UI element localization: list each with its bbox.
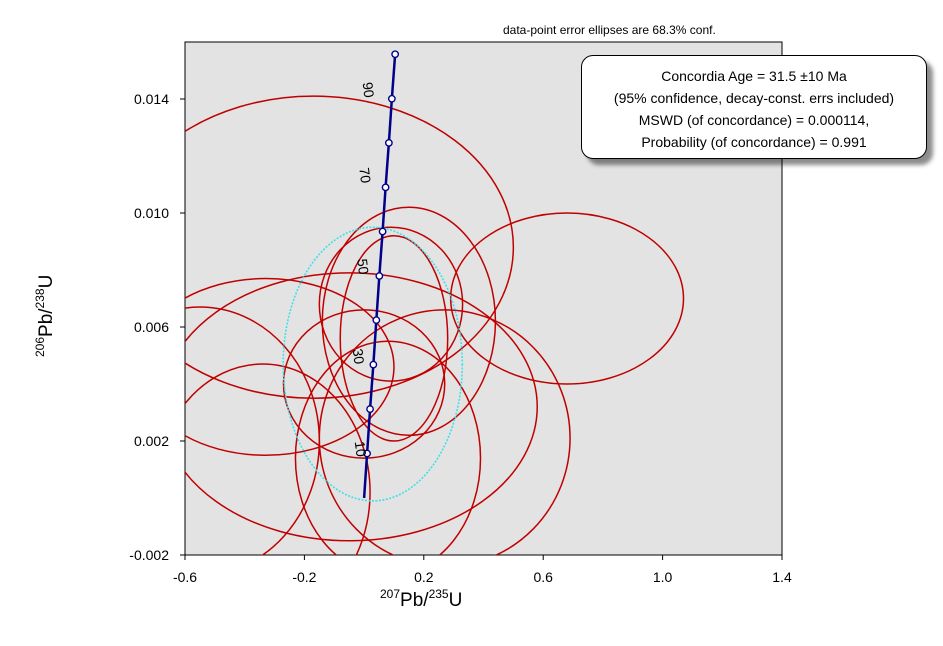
concordia-age-label: 90 xyxy=(360,81,378,99)
data-error-ellipse xyxy=(185,277,395,456)
concordia-age-marker xyxy=(381,183,390,192)
concordia-age-marker xyxy=(384,138,393,147)
concordia-age-line: Concordia Age = 31.5 ±10 Ma xyxy=(661,68,847,84)
x-tick-label: 1.0 xyxy=(653,569,673,585)
concordia-age-marker xyxy=(378,227,387,236)
ticks-layer: -0.6 -0.2 0.2 0.6 1.0 1.4 -0.002 0.002 0.006 0.01… xyxy=(129,91,792,585)
concordia-age-label: 50 xyxy=(354,258,372,276)
concordia-age-marker xyxy=(387,94,396,103)
confidence-line: (95% confidence, decay-const. errs inclu… xyxy=(613,90,895,106)
concordia-age-label: 10 xyxy=(352,440,370,458)
probability-line: Probability (of concordance) = 0.991 xyxy=(641,134,867,150)
data-error-ellipse xyxy=(339,235,449,442)
data-error-ellipse xyxy=(185,306,321,555)
data-error-ellipse xyxy=(185,272,538,542)
mswd-line: MSWD (of concordance) = 0.000114, xyxy=(638,112,870,128)
concordia-age-marker xyxy=(391,50,400,59)
concordia-age-marker xyxy=(375,272,384,280)
x-tick-label: -0.2 xyxy=(292,569,316,585)
x-axis-title: 207Pb/235U xyxy=(380,587,462,611)
x-tick-label: 0.6 xyxy=(533,569,553,585)
data-error-ellipse xyxy=(185,363,371,555)
concordia-age-marker xyxy=(372,316,381,325)
ellipses-layer xyxy=(185,95,685,555)
concordia-age-marker xyxy=(363,449,371,458)
y-tick-label: 0.014 xyxy=(134,91,169,107)
age-labels-layer: 10 30 50 70 90 xyxy=(350,81,378,458)
y-tick-label: 0.010 xyxy=(134,205,169,221)
x-tick-label: -0.6 xyxy=(173,569,197,585)
x-tick-label: 0.2 xyxy=(414,569,434,585)
error-ellipse-note: data-point error ellipses are 68.3% conf… xyxy=(503,23,716,37)
concordia-layer xyxy=(362,50,400,499)
concordia-age-ellipse xyxy=(282,226,464,502)
concordia-age-label: 30 xyxy=(350,348,368,366)
y-tick-label: 0.006 xyxy=(134,319,169,335)
concordia-age-marker xyxy=(366,405,374,413)
y-axis-title: 206Pb/238U xyxy=(33,275,57,357)
concordia-age-result-box: Concordia Age = 31.5 ±10 Ma (95% confide… xyxy=(581,55,927,159)
concordia-age-marker xyxy=(369,360,378,369)
concordia-age-label: 70 xyxy=(356,167,374,185)
y-tick-label: -0.002 xyxy=(129,547,169,563)
data-error-ellipse xyxy=(318,226,464,382)
y-tick-label: 0.002 xyxy=(134,433,169,449)
x-tick-label: 1.4 xyxy=(772,569,792,585)
